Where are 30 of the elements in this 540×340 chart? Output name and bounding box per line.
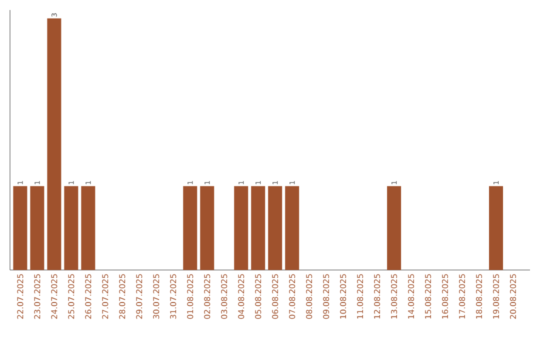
x-tick-label: 27.07.2025 (102, 274, 108, 319)
x-tick-label: 26.07.2025 (85, 274, 92, 319)
x-tick-label: 01.08.2025 (187, 274, 194, 319)
x-tick-label: 12.08.2025 (374, 274, 380, 318)
x-tick-label: 08.08.2025 (306, 274, 312, 319)
x-tick-label: 24.07.2025 (51, 274, 58, 319)
x-tick-label: 17.08.2025 (459, 274, 466, 318)
x-tick-label: 05.08.2025 (255, 274, 262, 319)
x-tick-label: 18.08.2025 (476, 274, 482, 318)
x-tick-label: 03.08.2025 (221, 274, 228, 319)
x-tick-label: 28.07.2025 (119, 274, 126, 319)
x-tick-label: 30.07.2025 (153, 274, 160, 319)
x-tick-label: 19.08.2025 (492, 274, 500, 318)
x-tick-label: 09.08.2025 (323, 274, 330, 319)
x-tick-label: 07.08.2025 (289, 274, 296, 319)
x-tick-label: 04.08.2025 (238, 274, 244, 319)
x-tick-label: 29.07.2025 (136, 274, 142, 319)
x-tick-label: 23.07.2025 (34, 274, 40, 319)
x-tick-label: 11.08.2025 (357, 274, 364, 318)
x-tick-label: 22.07.2025 (17, 274, 24, 319)
x-tick-label: 20.08.2025 (510, 274, 516, 319)
x-tick-label: 25.07.2025 (68, 274, 74, 319)
x-tick-label: 14.08.2025 (408, 274, 414, 318)
x-tick-label: 15.08.2025 (425, 274, 432, 318)
x-tick-label: 02.08.2025 (204, 274, 210, 319)
x-tick-label: 16.08.2025 (442, 274, 448, 318)
x-tick-label: 10.08.2025 (340, 274, 346, 318)
x-tick-label: 31.07.2025 (170, 274, 176, 319)
x-tick-label: 13.08.2025 (391, 274, 398, 318)
x-tick-label: 06.08.2025 (272, 274, 278, 319)
